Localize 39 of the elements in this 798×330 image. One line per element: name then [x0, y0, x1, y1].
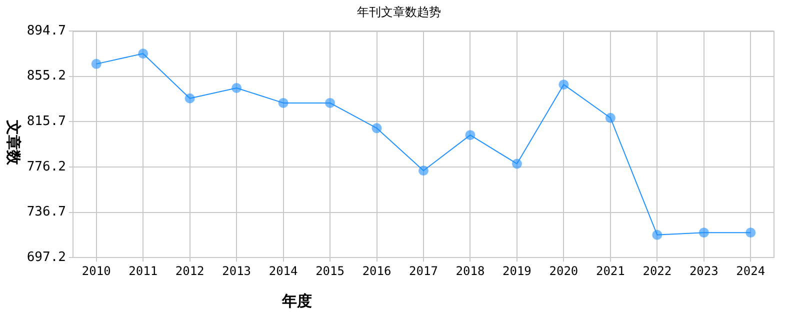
y-tick-label: 776.2: [26, 159, 66, 174]
x-tick-label: 2021: [596, 264, 625, 278]
x-tick-label: 2014: [268, 264, 298, 278]
point: [652, 230, 662, 240]
point: [138, 48, 148, 59]
x-tick-label: 2016: [362, 264, 392, 278]
y-tick-label: 894.7: [26, 23, 66, 38]
point: [372, 123, 382, 134]
x-tick-label: 2012: [175, 264, 204, 278]
x-tick-label: 2013: [222, 264, 252, 278]
x-tick-label: 2019: [502, 264, 532, 278]
point: [512, 158, 522, 169]
y-tick-label: 855.2: [26, 68, 66, 84]
y-tick-label: 736.7: [26, 204, 66, 220]
y-tick-label: 815.7: [26, 114, 66, 130]
point: [605, 112, 616, 123]
point: [91, 58, 102, 69]
x-tick-label: 2020: [549, 264, 578, 278]
point: [698, 228, 709, 238]
point: [746, 228, 756, 238]
x-tick-label: 2010: [82, 264, 111, 278]
y-tick-label: 697.2: [26, 250, 66, 265]
x-tick-label: 2011: [128, 264, 158, 278]
point: [418, 166, 428, 176]
point: [465, 130, 476, 140]
point: [232, 83, 242, 94]
x-tick-label: 2022: [642, 264, 672, 278]
chart-title: 年刊文章数趋势: [356, 4, 442, 21]
x-tick-label: 2024: [736, 264, 766, 278]
point: [558, 80, 569, 90]
point: [184, 93, 195, 104]
x-axis-title: 年度: [280, 292, 313, 311]
x-tick-label: 2017: [409, 264, 438, 278]
x-tick-label: 2023: [689, 264, 718, 278]
point: [278, 98, 288, 108]
point: [325, 98, 336, 108]
y-axis-title: 文章数: [4, 119, 22, 167]
x-tick-label: 2018: [456, 264, 485, 278]
x-tick-label: 2015: [316, 264, 344, 278]
